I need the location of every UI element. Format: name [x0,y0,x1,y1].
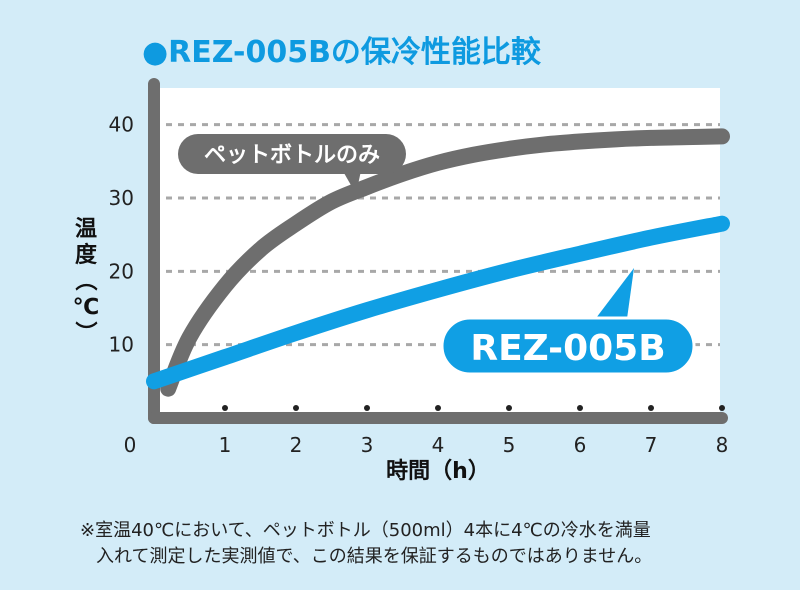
y-tick-label: 20 [109,259,134,283]
y-axis-title: 温度（ ℃） [72,217,99,343]
series-line-rez [146,215,730,390]
x-tick-label: 7 [645,433,658,457]
x-tick-dot [577,405,583,411]
y-axis-title-char: ℃ [73,295,100,320]
callout-box [440,316,696,376]
y-axis-title-char: （ [72,269,97,291]
x-tick-dot [719,405,725,411]
x-tick-dot [648,405,654,411]
x-tick-dot [222,405,228,411]
y-axis-title-char: ） [72,321,97,343]
y-axis-title-char: 度 [75,242,98,268]
y-tick-label: 30 [109,186,134,210]
legend-callout-bottle: ペットボトルのみ [178,134,406,194]
series-lines [146,128,730,397]
x-tick-dot [364,405,370,411]
x-tick-label: 5 [503,433,516,457]
x-tick-label: 0 [124,433,137,457]
x-tick-label: 1 [219,433,232,457]
footnote-line-1: ※室温40℃において、ペットボトル（500ml）4本に4℃の冷水を満量 [80,520,651,541]
legend-callout-rez: REZ-005B [440,268,696,376]
chart-title: ●REZ-005Bの保冷性能比較 [142,35,542,70]
x-tick-dot [435,405,441,411]
x-tick-label: 2 [290,433,303,457]
footnote-line-2: 入れて測定した実測値で、この結果を保証するものではありません。 [96,546,652,567]
x-axis-title: 時間（h） [386,459,490,484]
tick-labels: 0 1 2 3 4 5 6 7 8 10 20 30 40 [109,113,729,457]
legend-label-rez: REZ-005B [470,328,665,369]
y-tick-label: 40 [109,113,134,137]
x-tick-label: 4 [432,433,445,457]
callout-box [178,134,406,174]
x-tick-dot [293,405,299,411]
x-tick-label: 6 [574,433,587,457]
y-axis-title-char: 温 [75,217,97,242]
axes [148,78,728,424]
x-tick-label: 8 [716,433,729,457]
x-tick-label: 3 [361,433,374,457]
x-tick-dot [506,405,512,411]
legend-label-bottle: ペットボトルのみ [204,143,380,168]
y-tick-label: 10 [109,333,134,357]
callout-pointer [590,268,634,326]
series-line-bottle [160,128,730,397]
